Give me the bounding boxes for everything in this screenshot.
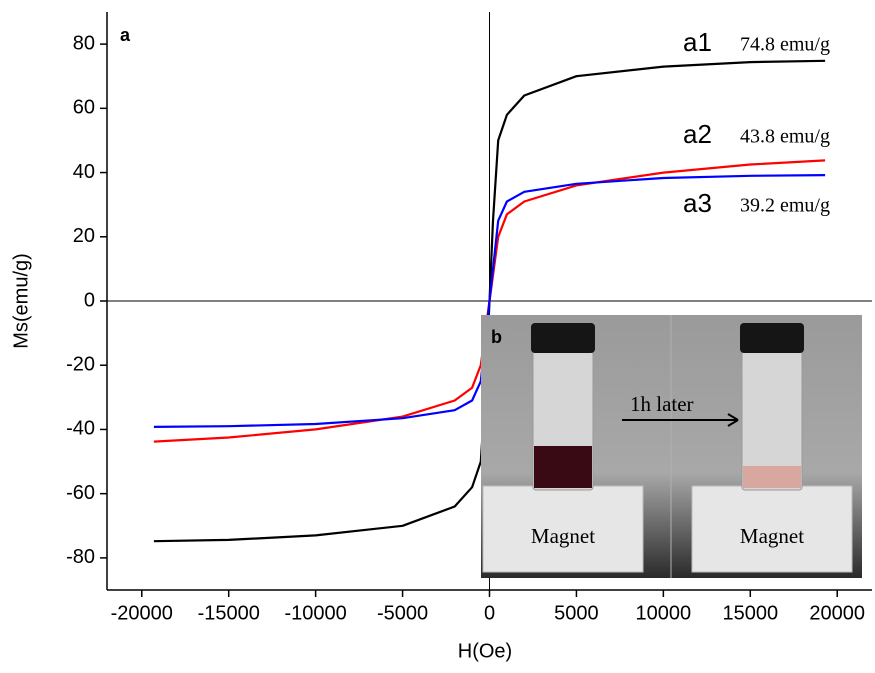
magnet-label: Magnet	[740, 524, 804, 548]
y-tick-label: 40	[73, 161, 95, 183]
annotation: 39.2 emu/g	[740, 195, 830, 217]
series-label: a2	[683, 119, 712, 149]
x-axis-title: H(Oe)	[458, 640, 512, 662]
y-axis-title: Ms(emu/g)	[10, 253, 32, 349]
panel-label: a	[120, 25, 131, 45]
magnet-label: Magnet	[531, 524, 595, 548]
x-tick-label: -15000	[198, 602, 260, 624]
series-label: a3	[683, 188, 712, 218]
y-tick-label: 60	[73, 97, 95, 119]
annotation: 43.8 emu/g	[740, 126, 830, 148]
vial-liquid	[534, 446, 592, 488]
y-tick-label: 0	[84, 289, 95, 311]
y-tick-label: 80	[73, 32, 95, 54]
y-tick-label: -20	[66, 354, 95, 376]
x-tick-label: 10000	[636, 602, 692, 624]
inset-caption: 1h later	[630, 392, 694, 416]
y-tick-label: -60	[66, 482, 95, 504]
x-tick-label: -5000	[377, 602, 428, 624]
x-tick-label: 5000	[554, 602, 599, 624]
x-tick-label: -10000	[284, 602, 346, 624]
magnet	[482, 485, 644, 573]
x-tick-label: -20000	[111, 602, 173, 624]
y-tick-label: -80	[66, 546, 95, 568]
annotation: 74.8 emu/g	[740, 34, 830, 56]
y-tick-label: 20	[73, 225, 95, 247]
x-tick-label: 15000	[722, 602, 778, 624]
series-line	[153, 174, 826, 428]
vial-liquid	[743, 466, 801, 488]
vial-cap	[740, 323, 804, 353]
arrow-head	[727, 413, 739, 427]
x-tick-label: 0	[484, 602, 495, 624]
inset-label: b	[491, 327, 502, 347]
inset-photo: Magnet Magnet 1h later b	[481, 315, 862, 578]
vial-cap	[531, 323, 595, 353]
x-tick-label: 20000	[809, 602, 865, 624]
series-label: a1	[683, 27, 712, 57]
y-tick-label: -40	[66, 418, 95, 440]
magnet	[691, 485, 853, 573]
